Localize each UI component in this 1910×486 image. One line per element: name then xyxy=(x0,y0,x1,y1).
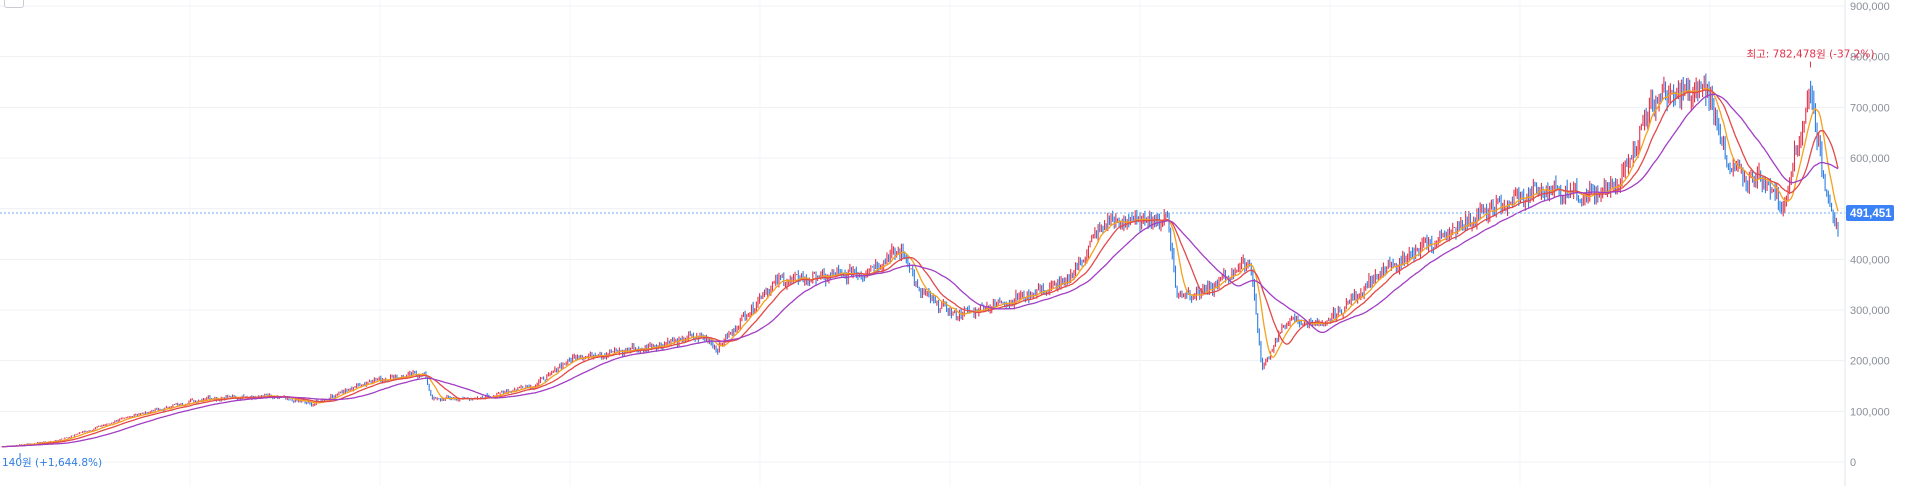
y-tick-label: 400,000 xyxy=(1850,254,1890,266)
collapse-button[interactable]: ⌃ xyxy=(4,0,24,8)
y-tick-label: 600,000 xyxy=(1850,153,1890,165)
y-tick-label: 300,000 xyxy=(1850,305,1890,317)
moving-average-line xyxy=(1,93,1839,448)
current-price-label: 491,451 xyxy=(1850,208,1892,220)
y-tick-label: 200,000 xyxy=(1850,356,1890,368)
moving-averages xyxy=(1,87,1839,448)
chart-vertical-grid xyxy=(189,0,1711,486)
low-annotation-label: 140원 (+1,644.8%) xyxy=(2,457,102,469)
chart-grid xyxy=(0,5,1845,463)
y-tick-label: 800,000 xyxy=(1850,52,1890,64)
current-price-tag: 491,451 xyxy=(1846,204,1894,221)
current-price-tag-bg xyxy=(1846,204,1894,221)
y-axis: 900,000800,000700,000600,000500,000400,0… xyxy=(1844,0,1890,486)
low-annotation: 140원 (+1,644.8%) xyxy=(2,453,102,469)
moving-average-line xyxy=(1,89,1839,448)
high-annotation: 최고: 782,478원 (-37.2%) xyxy=(1746,49,1874,68)
y-tick-label: 700,000 xyxy=(1850,102,1890,114)
y-tick-label: 0 xyxy=(1850,457,1856,469)
candles xyxy=(1,73,1839,448)
moving-average-line xyxy=(1,87,1839,448)
y-tick-label: 900,000 xyxy=(1850,1,1890,13)
y-tick-label: 100,000 xyxy=(1850,406,1890,418)
high-annotation-label: 최고: 782,478원 (-37.2%) xyxy=(1746,49,1874,61)
